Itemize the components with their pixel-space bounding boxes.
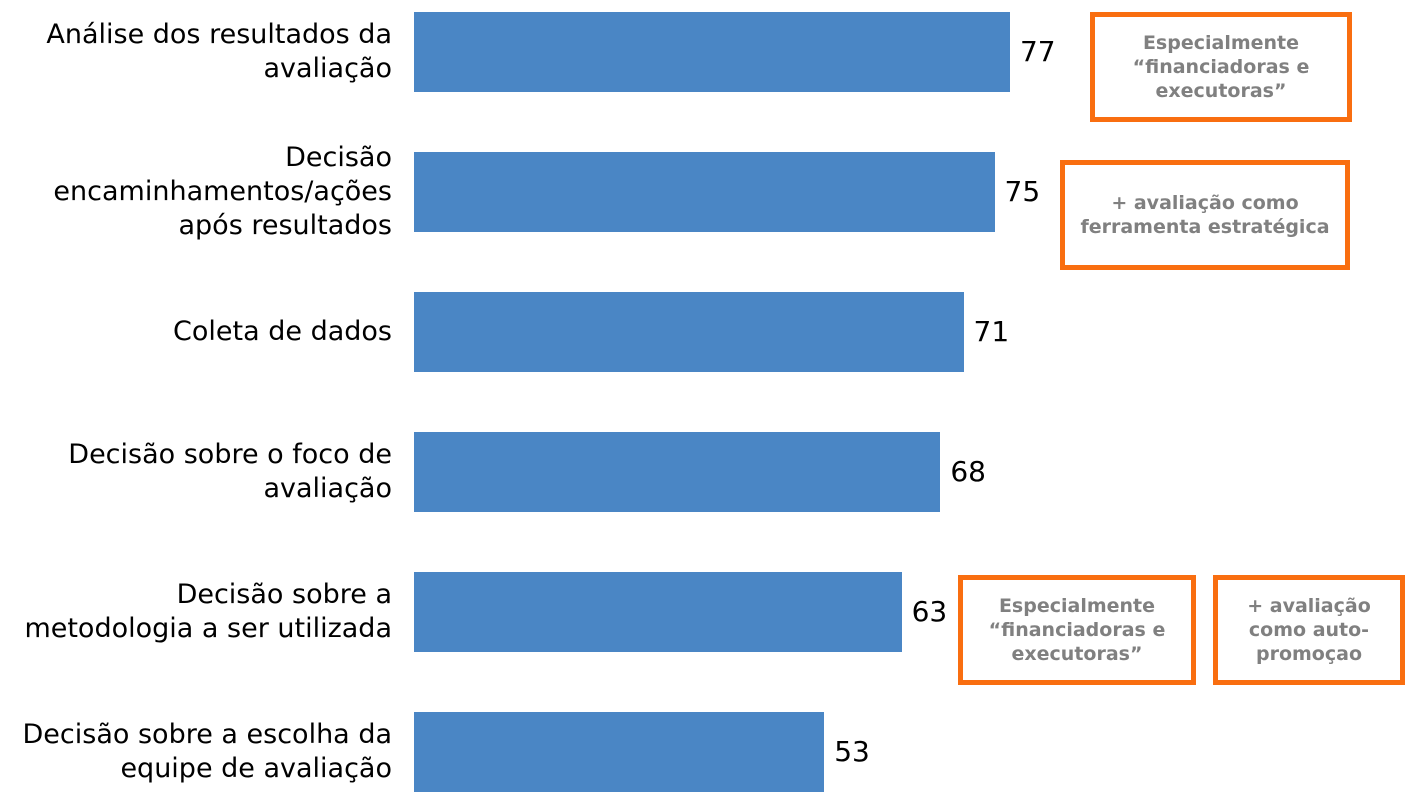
- category-label: Decisão sobre a escolha da equipe de ava…: [22, 719, 392, 784]
- category-label: Análise dos resultados da avaliação: [46, 19, 392, 84]
- value-label: 68: [950, 455, 986, 488]
- annotation-box: Especialmente “financiadoras e executora…: [1090, 12, 1352, 122]
- annotation-box: Especialmente “financiadoras e executora…: [958, 575, 1196, 685]
- annotation-box: + avaliação como ferramenta estratégica: [1060, 160, 1350, 270]
- value-label: 77: [1019, 35, 1056, 68]
- category-label: Decisão sobre o foco de avaliação: [68, 439, 392, 504]
- bar: [414, 292, 964, 372]
- category-label: Decisão encaminhamentos/ações após resul…: [53, 142, 392, 241]
- value-label: 75: [1004, 175, 1041, 208]
- category-label: Decisão sobre a metodologia a ser utiliz…: [24, 579, 392, 644]
- value-label: 53: [834, 735, 870, 768]
- category-label: Coleta de dados: [173, 316, 392, 347]
- value-label: 71: [973, 315, 1010, 348]
- bar: [414, 152, 995, 232]
- bar: [414, 572, 902, 652]
- bar: [414, 712, 825, 792]
- bar: [414, 432, 941, 512]
- bar: [414, 12, 1010, 92]
- annotation-box: + avaliação como auto-promoçao: [1213, 575, 1405, 685]
- value-label: 63: [911, 595, 948, 628]
